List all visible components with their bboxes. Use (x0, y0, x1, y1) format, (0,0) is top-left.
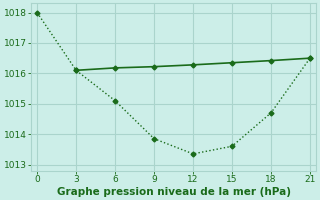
X-axis label: Graphe pression niveau de la mer (hPa): Graphe pression niveau de la mer (hPa) (57, 187, 291, 197)
